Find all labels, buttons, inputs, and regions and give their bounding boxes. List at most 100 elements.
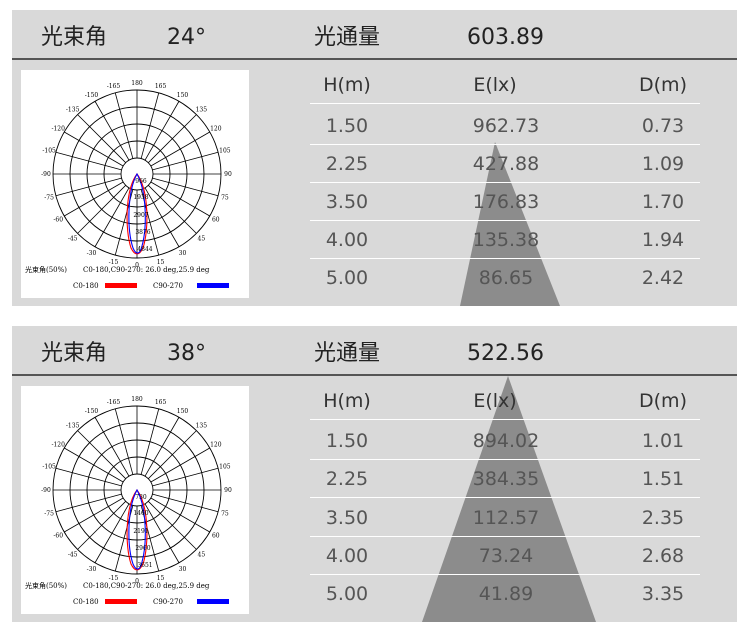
column-header-diameter: D(m) [639, 74, 687, 96]
polar-diagram: 180 1651501351201059075604530150-15-30-45… [25, 396, 232, 606]
illuminance-cell: 86.65 [478, 267, 534, 289]
polar-spoke [150, 181, 210, 217]
illuminance-cell: 135.38 [472, 229, 540, 251]
angle-label: 0 [135, 578, 139, 585]
diameter-cell: 1.70 [641, 191, 685, 213]
polar-spokes [53, 406, 221, 574]
height-cell: 2.25 [325, 468, 369, 490]
polar-spoke [150, 447, 210, 483]
polar-diagram: 180 1651501351201059075604530150-15-30-45… [25, 80, 232, 290]
beam-triangle-graphic [422, 376, 596, 622]
ring-label: 3651 [137, 562, 152, 569]
ring-label: 2960 [135, 545, 150, 552]
angle-label: 15 [157, 575, 165, 582]
curve-c0-180 [126, 173, 148, 255]
legend-c0-180-label: C0-180 [73, 282, 99, 290]
illuminance-cell: 894.02 [472, 430, 540, 452]
polar-spoke [152, 493, 219, 513]
polar-spoke [64, 181, 124, 217]
angle-label: -30 [87, 250, 97, 257]
angle-label: 0 [135, 262, 139, 269]
legend-c90-270-label: C90-270 [153, 282, 183, 290]
illuminance-cell: 427.88 [472, 153, 540, 175]
curve-c90-270 [128, 172, 146, 254]
angle-label: 120 [210, 126, 222, 133]
angle-label: -90 [41, 487, 51, 494]
height-cell: 5.00 [325, 267, 369, 289]
row-divider [310, 536, 700, 537]
height-cell: 4.00 [325, 229, 369, 251]
polar-spoke [150, 131, 210, 167]
angle-label: 105 [219, 147, 231, 154]
beam-angle-label: 光束角 [41, 25, 108, 50]
angle-label: 180 [131, 396, 143, 403]
angle-label: 30 [179, 250, 187, 257]
polar-spoke [148, 501, 197, 550]
polar-spoke [55, 467, 122, 487]
beam-angle-value: 24° [167, 25, 206, 50]
angle-label: 165 [155, 399, 167, 406]
ring-label: 730 [135, 494, 147, 501]
height-cell: 3.50 [325, 507, 369, 529]
height-cell: 1.50 [325, 430, 369, 452]
row-divider [310, 419, 700, 420]
angle-label: 45 [198, 235, 206, 242]
row-divider [310, 182, 700, 183]
angle-label: 150 [177, 92, 189, 99]
column-header-height: H(m) [323, 390, 371, 412]
angle-label: -135 [66, 423, 80, 430]
angle-label: 120 [210, 442, 222, 449]
polar-spoke [152, 151, 219, 171]
polar-spoke [140, 408, 160, 475]
angle-label: 75 [221, 195, 229, 202]
polar-angle-labels: 180 1651501351201059075604530150-15-30-45… [41, 80, 232, 269]
angle-label: -165 [107, 83, 121, 90]
illuminance-cell: 112.57 [472, 507, 540, 529]
angle-label: -45 [68, 551, 78, 558]
angle-label: 15 [157, 259, 165, 266]
angle-label: -120 [51, 442, 65, 449]
polar-spoke [94, 101, 130, 161]
polar-spoke [77, 185, 126, 234]
polar-distribution-chart: 180 165 150 135 120 105 90 75 60 45 30 15 0 -15 -30 -45… [21, 386, 249, 614]
polar-spoke [64, 131, 124, 167]
polar-spoke [150, 497, 210, 533]
row-divider [310, 459, 700, 460]
angle-label: 165 [155, 83, 167, 90]
polar-spokes [53, 90, 221, 258]
diameter-cell: 1.09 [641, 153, 685, 175]
polar-spoke [55, 493, 122, 513]
angle-label: -75 [44, 511, 54, 518]
legend-c90-270-swatch [197, 283, 229, 288]
beam-triangle-graphic [460, 142, 560, 306]
angle-label: 75 [221, 511, 229, 518]
row-divider [310, 103, 700, 104]
angle-label: 90 [224, 487, 232, 494]
polar-spoke [148, 185, 197, 234]
polar-spoke [77, 430, 126, 479]
polar-angle-labels: 180 1651501351201059075604530150-15-30-45… [41, 396, 232, 585]
angle-label: -150 [85, 92, 99, 99]
illuminance-cell: 176.83 [472, 191, 540, 213]
angle-label: -45 [68, 235, 78, 242]
ring-label: 4844 [137, 246, 152, 253]
polar-spoke [152, 177, 219, 197]
illuminance-cell: 73.24 [478, 545, 534, 567]
column-header-height: H(m) [323, 74, 371, 96]
angle-label: -105 [42, 147, 56, 154]
polar-spoke [114, 92, 134, 159]
polar-spoke [114, 408, 134, 475]
curve-c90-270 [128, 488, 146, 570]
legend-c0-180-swatch [105, 283, 137, 288]
beam-caption: 光束角(50%) [25, 581, 67, 590]
height-cell: 2.25 [325, 153, 369, 175]
angle-label: -60 [53, 217, 63, 224]
angle-label: -150 [85, 408, 99, 415]
luminous-flux-label: 光通量 [314, 341, 381, 366]
polar-spoke [94, 503, 130, 563]
ring-label: 2907 [133, 212, 148, 219]
beam-caption: 光束角(50%) [25, 265, 67, 274]
polar-spoke [64, 447, 124, 483]
beam-angle-value: 38° [167, 341, 206, 366]
height-cell: 4.00 [325, 545, 369, 567]
